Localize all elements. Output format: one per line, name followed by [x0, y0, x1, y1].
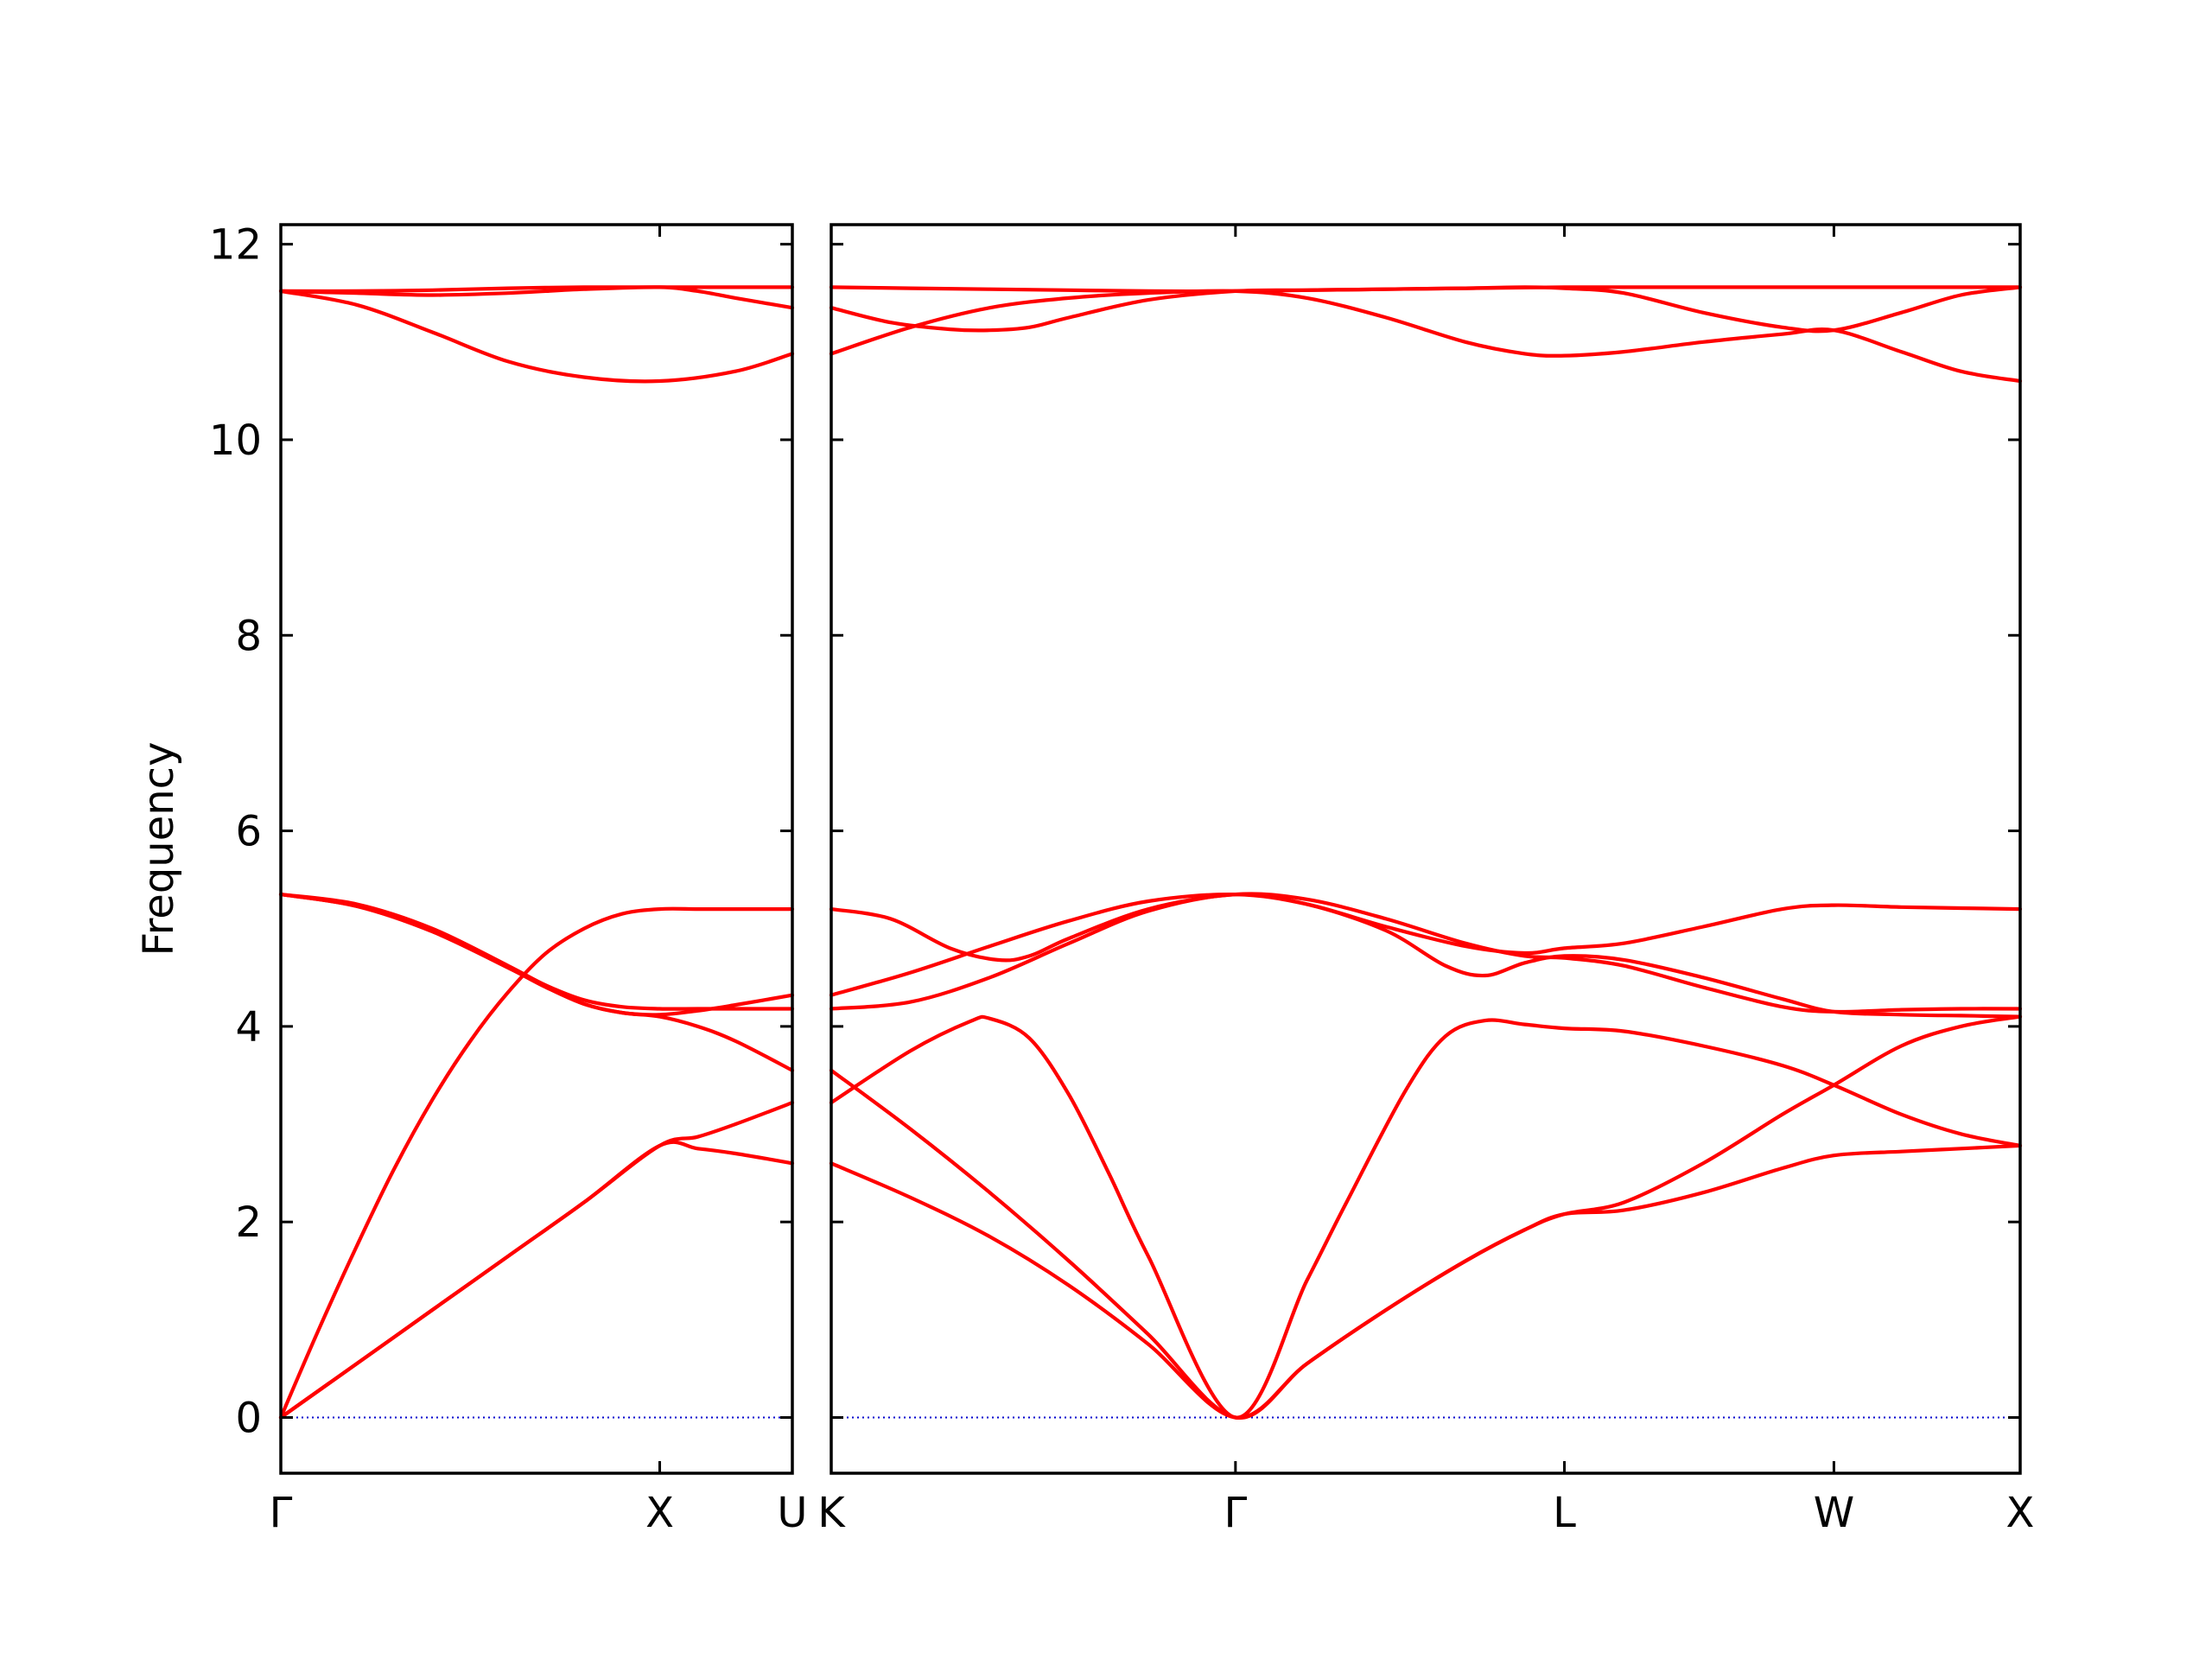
y-axis-title: Frequency	[135, 742, 183, 957]
y-tick-label: 4	[235, 1003, 262, 1052]
band-line	[829, 1014, 2023, 1420]
band-line	[829, 892, 2023, 997]
panel-frame	[830, 223, 2022, 1475]
y-tick-label: 6	[235, 808, 262, 856]
x-tick-label: U	[777, 1489, 807, 1537]
band-line	[829, 289, 2023, 384]
band-line	[829, 892, 2023, 1019]
band-line	[278, 893, 795, 1017]
y-tick-label: 2	[235, 1198, 262, 1247]
band-line	[278, 285, 795, 310]
x-tick-label: L	[1553, 1489, 1576, 1537]
x-tick-label: W	[1814, 1489, 1854, 1537]
y-tick-label: 0	[235, 1395, 262, 1443]
band-line	[829, 1143, 2023, 1420]
band-line	[829, 892, 2023, 1014]
y-tick-label: 8	[235, 612, 262, 660]
band-line	[278, 893, 795, 1072]
x-tick-label: X	[645, 1489, 674, 1537]
x-tick-label: K	[817, 1489, 846, 1537]
y-tick-label: 10	[209, 416, 262, 465]
y-tick-label: 12	[209, 221, 262, 270]
y-axis: 0 2 4 6 8 10 12	[209, 221, 262, 1443]
x-tick-label: X	[2006, 1489, 2035, 1537]
panel-frame	[279, 223, 794, 1475]
band-line	[278, 906, 795, 1420]
band-line	[278, 1101, 795, 1420]
band-line	[278, 289, 795, 384]
x-tick-label: Γ	[1224, 1489, 1247, 1537]
band-line	[829, 285, 2023, 334]
band-line	[829, 285, 2023, 294]
band-line	[829, 1014, 2023, 1420]
band-line	[278, 285, 795, 294]
band-line	[278, 1140, 795, 1420]
x-tick-label: Γ	[270, 1489, 293, 1537]
band-line	[278, 893, 795, 1011]
